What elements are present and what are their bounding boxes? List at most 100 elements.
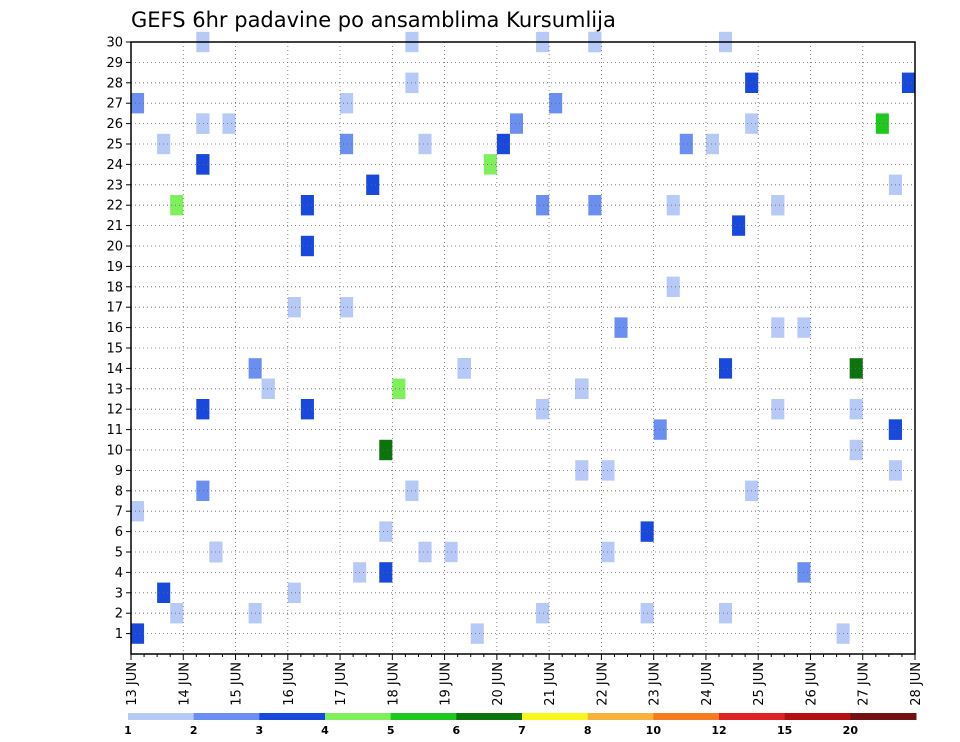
x-tick-label: 23 JUN <box>648 662 663 706</box>
heatmap-cell <box>196 399 210 420</box>
heatmap-cell <box>771 195 785 216</box>
x-tick-label: 28 JUN <box>909 662 924 706</box>
y-tick-label: 20 <box>106 240 123 255</box>
y-tick-label: 5 <box>115 546 123 561</box>
heatmap-cell <box>196 113 210 134</box>
heatmap-cell <box>732 215 746 236</box>
y-tick-label: 6 <box>115 525 123 540</box>
heatmap-cell <box>666 276 680 297</box>
x-axis: 13 JUN 14 JUN 15 JUN 16 JUN 17 JUN 18 JUN 19 J… <box>125 654 924 706</box>
y-tick-label: 21 <box>106 219 123 234</box>
legend-label: 20 <box>843 724 859 737</box>
y-tick-label: 25 <box>106 138 123 153</box>
y-tick-label: 9 <box>115 464 123 479</box>
y-tick-label: 23 <box>106 178 123 193</box>
heatmap-cell <box>705 133 719 155</box>
heatmap-cell <box>418 133 432 155</box>
y-tick-label: 1 <box>115 627 123 642</box>
x-tick-label: 19 JUN <box>439 662 454 706</box>
chart-title: GEFS 6hr padavine po ansamblima Kursumli… <box>131 8 616 32</box>
legend-swatch <box>456 713 523 720</box>
y-tick-label: 12 <box>106 403 123 418</box>
heatmap-cell <box>575 378 589 399</box>
x-tick-label: 24 JUN <box>700 662 715 706</box>
heatmap-cell <box>614 317 628 338</box>
heatmap-cell <box>418 541 432 563</box>
heatmap-cell <box>131 93 145 114</box>
y-tick-label: 11 <box>106 423 123 438</box>
y-tick-label: 19 <box>106 260 123 275</box>
legend-swatch <box>325 713 392 720</box>
legend-swatch <box>390 713 457 720</box>
x-tick-label: 20 JUN <box>491 662 506 706</box>
x-tick-label: 18 JUN <box>386 662 401 706</box>
y-axis: 1234567891011121314151617181920212223242… <box>106 36 131 642</box>
x-tick-label: 27 JUN <box>857 662 872 706</box>
legend-swatch <box>587 713 654 720</box>
y-tick-label: 8 <box>115 484 123 499</box>
heatmap-cells <box>131 31 915 644</box>
grid-lines <box>131 41 915 654</box>
heatmap-cell <box>170 603 184 624</box>
heatmap-cell <box>536 195 550 216</box>
legend-swatch <box>522 713 589 720</box>
heatmap-cell <box>653 419 667 440</box>
heatmap-cell <box>340 297 354 318</box>
legend-label: 6 <box>453 724 461 737</box>
heatmap-cell <box>719 603 733 624</box>
heatmap-cell <box>509 113 523 134</box>
heatmap-cell <box>666 195 680 216</box>
heatmap-cell <box>131 501 145 522</box>
legend-swatch <box>850 713 917 720</box>
legend-label: 5 <box>387 724 395 737</box>
x-tick-label: 25 JUN <box>752 662 767 706</box>
heatmap-cell <box>470 623 484 644</box>
heatmap-cell <box>901 72 915 93</box>
heatmap-cell <box>849 439 863 461</box>
x-tick-label: 21 JUN <box>543 662 558 706</box>
y-tick-label: 29 <box>106 56 123 71</box>
legend-label: 1 <box>124 724 132 737</box>
x-tick-label: 26 JUN <box>804 662 819 706</box>
legend-swatch <box>259 713 326 720</box>
y-tick-label: 28 <box>106 76 123 91</box>
heatmap-cell <box>379 521 393 542</box>
legend-swatch <box>653 713 720 720</box>
y-tick-label: 13 <box>106 382 123 397</box>
heatmap-cell <box>771 399 785 420</box>
y-tick-label: 4 <box>115 566 123 581</box>
heatmap-cell <box>287 297 301 318</box>
legend-label: 8 <box>584 724 592 737</box>
legend-label: 4 <box>321 724 329 737</box>
legend-label: 3 <box>256 724 264 737</box>
heatmap-cell <box>392 378 406 399</box>
legend-label: 12 <box>711 724 726 737</box>
heatmap-cell <box>575 460 589 481</box>
y-tick-label: 14 <box>106 362 123 377</box>
heatmap-cell <box>379 562 393 583</box>
heatmap-cell <box>222 113 236 134</box>
x-tick-label: 13 JUN <box>125 662 140 706</box>
y-tick-label: 30 <box>106 36 123 51</box>
x-tick-label: 14 JUN <box>177 662 192 706</box>
heatmap-cell <box>131 623 145 644</box>
y-tick-label: 15 <box>106 342 123 357</box>
heatmap-cell <box>849 399 863 420</box>
heatmap-cell <box>875 113 889 134</box>
legend-swatch <box>784 713 851 720</box>
legend-label: 15 <box>777 724 792 737</box>
y-tick-label: 17 <box>106 301 123 316</box>
heatmap-cell <box>849 358 863 379</box>
y-tick-label: 22 <box>106 199 123 214</box>
heatmap-cell <box>366 174 380 195</box>
heatmap-cell <box>379 439 393 461</box>
x-tick-label: 16 JUN <box>282 662 297 706</box>
heatmap-cell <box>536 399 550 420</box>
legend-label: 2 <box>190 724 198 737</box>
heatmap-cell <box>196 480 210 501</box>
heatmap-cell <box>261 378 275 399</box>
legend-swatch <box>719 713 786 720</box>
heatmap-cell <box>457 358 471 379</box>
heatmap-cell <box>340 93 354 114</box>
